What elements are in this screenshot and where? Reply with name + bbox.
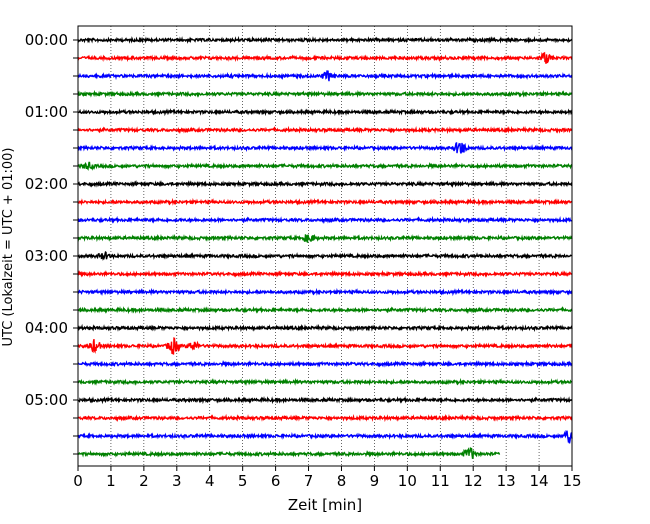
trace-line [77,125,573,135]
axis-layer: 0 1 2 3 4 5 6 7 8 9 10 11 12 13 14 1500:0001:0002:0003:… [25,31,582,490]
trace-layer [77,35,573,460]
trace-line [77,446,501,460]
trace-line [77,35,573,45]
x-tick-label: 13 [497,472,516,490]
x-tick-label: 9 [370,472,380,490]
x-axis-label: Zeit [min] [288,496,362,514]
y-tick-label: 01:00 [25,103,68,121]
trace-line [77,251,573,261]
x-tick-label: 2 [139,472,149,490]
x-tick-label: 15 [562,472,581,490]
trace-line [77,107,573,117]
x-tick-label: 3 [172,472,182,490]
x-tick-label: 12 [464,472,483,490]
trace-line [77,51,573,64]
trace-line [77,179,573,189]
trace-line [77,359,573,368]
y-axis-label: UTC (Lokalzeit = UTC + 01:00) [1,148,16,347]
trace-line [77,70,573,82]
trace-line [77,215,573,225]
plot-frame [77,25,573,467]
trace-line [77,287,573,297]
trace-line [77,323,573,333]
x-tick-label: 0 [73,472,83,490]
x-tick-label: 11 [431,472,450,490]
trace-line [77,413,573,423]
trace-line [77,197,573,207]
y-tick-label: 05:00 [25,391,68,409]
x-tick-label: 7 [304,472,314,490]
trace-line [77,377,573,387]
grid-layer [110,26,540,466]
trace-line [77,141,573,154]
trace-line [77,269,573,278]
trace-line [77,233,573,243]
x-tick-label: 5 [238,472,248,490]
x-tick-label: 4 [205,472,215,490]
trace-line [77,161,573,171]
x-tick-label: 6 [271,472,281,490]
x-tick-label: 14 [530,472,549,490]
x-tick-label: 10 [398,472,417,490]
y-tick-label: 02:00 [25,175,68,193]
trace-line [77,337,573,355]
x-tick-label: 1 [106,472,116,490]
y-tick-label: 03:00 [25,247,68,265]
trace-line [77,395,573,405]
trace-line [77,429,573,444]
x-tick-label: 8 [337,472,347,490]
y-tick-label: 04:00 [25,319,68,337]
y-tick-label: 00:00 [25,31,68,49]
trace-line [77,89,573,99]
trace-line [77,305,573,315]
